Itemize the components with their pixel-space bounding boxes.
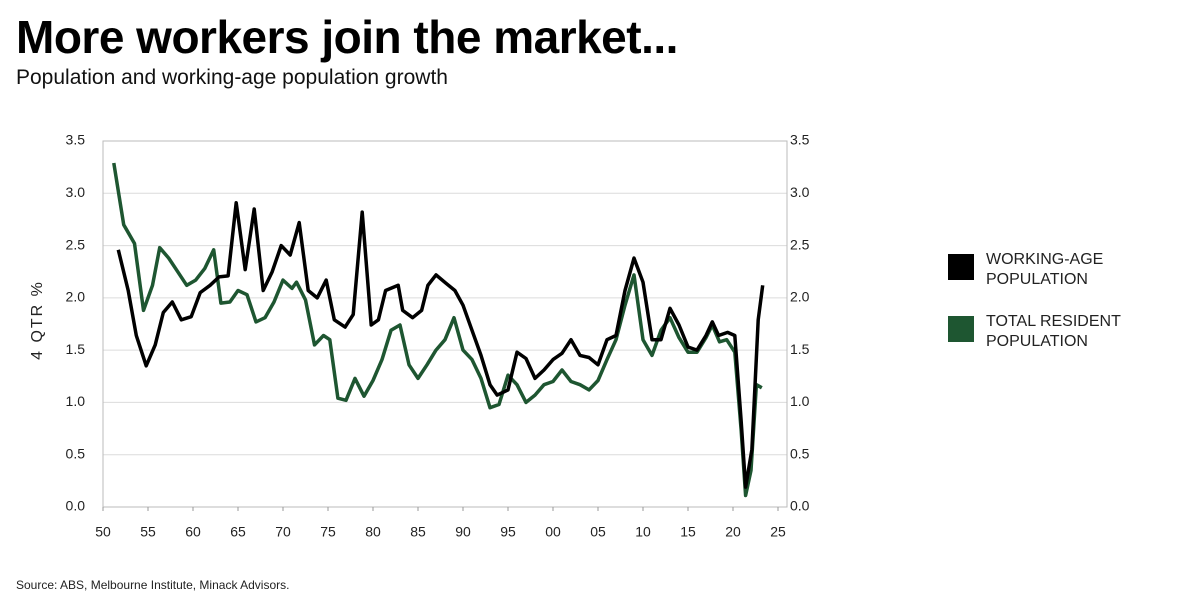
x-tick-label: 65	[230, 524, 246, 540]
y2-tick-label: 1.5	[790, 341, 810, 357]
chart-subtitle: Population and working-age population gr…	[16, 66, 448, 89]
x-tick-label: 70	[275, 524, 291, 540]
legend-swatch	[948, 316, 974, 342]
y-tick-label: 0.0	[66, 498, 86, 514]
y2-tick-label: 2.5	[790, 236, 810, 252]
legend-item: WORKING-AGE POPULATION	[948, 250, 1156, 290]
y2-tick-label: 3.5	[790, 132, 810, 148]
y-tick-label: 0.5	[66, 445, 86, 461]
x-tick-label: 85	[410, 524, 426, 540]
x-tick-label: 55	[140, 524, 156, 540]
x-tick-label: 20	[725, 524, 741, 540]
y2-tick-label: 3.0	[790, 184, 810, 200]
legend-label: TOTAL RESIDENT POPULATION	[986, 313, 1121, 350]
y-tick-label: 2.5	[66, 236, 86, 252]
legend-item: TOTAL RESIDENT POPULATION	[948, 312, 1156, 352]
data-line	[112, 162, 763, 498]
x-tick-label: 25	[770, 524, 786, 540]
x-tick-label: 80	[365, 524, 381, 540]
y2-tick-label: 2.0	[790, 289, 810, 305]
x-tick-label: 75	[320, 524, 336, 540]
plot-frame	[102, 140, 788, 508]
y-tick-label: 3.5	[66, 132, 86, 148]
y2-tick-label: 0.5	[790, 445, 810, 461]
data-line	[116, 200, 765, 489]
x-tick-label: 00	[545, 524, 561, 540]
legend: WORKING-AGE POPULATION TOTAL RESIDENT POP…	[948, 250, 1156, 374]
y2-tick-label: 1.0	[790, 393, 810, 409]
y-axis-label: 4 QTR %	[29, 280, 46, 360]
y-tick-label: 1.0	[66, 393, 86, 409]
y2-tick-label: 0.0	[790, 498, 810, 514]
x-tick-label: 15	[680, 524, 696, 540]
y-tick-label: 1.5	[66, 341, 86, 357]
legend-label: WORKING-AGE POPULATION	[986, 251, 1104, 288]
y-tick-label: 2.0	[66, 289, 86, 305]
source: Source: ABS, Melbourne Institute, Minack…	[16, 578, 290, 592]
x-tick-label: 60	[185, 524, 201, 540]
legend-swatch	[948, 254, 974, 280]
x-tick-label: 50	[95, 524, 111, 540]
x-tick-label: 95	[500, 524, 516, 540]
x-tick-label: 05	[590, 524, 606, 540]
chart-title: More workers join the market...	[16, 11, 678, 63]
y-tick-label: 3.0	[66, 184, 86, 200]
x-tick-label: 90	[455, 524, 471, 540]
x-tick-label: 10	[635, 524, 651, 540]
